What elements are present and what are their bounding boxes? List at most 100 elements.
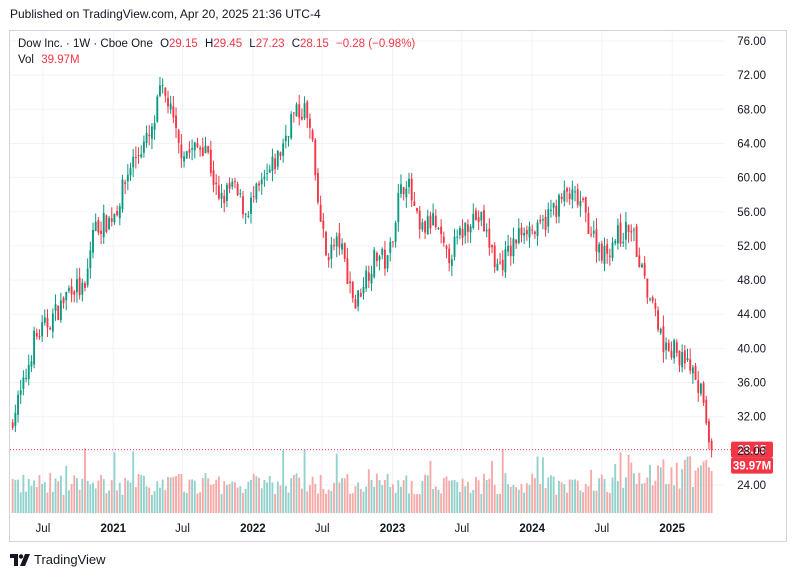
candle-body: [691, 367, 694, 374]
candle-body: [333, 245, 335, 247]
volume-bar: [212, 484, 215, 513]
candle-body: [440, 226, 443, 235]
candle-body: [43, 317, 46, 323]
candle-body: [702, 383, 705, 403]
volume-bar: [416, 494, 418, 513]
candle-body: [263, 176, 266, 180]
volume-bar: [533, 478, 536, 513]
candle-body: [397, 192, 400, 223]
candle-body: [209, 149, 212, 173]
volume-bar: [145, 486, 148, 513]
x-tick-label: 2023: [380, 523, 406, 535]
candle-body: [507, 245, 510, 252]
candle-body: [697, 380, 700, 393]
footer-brand[interactable]: TradingView: [10, 552, 106, 567]
candle-body: [169, 103, 172, 110]
candle-body: [54, 304, 57, 311]
candle-body: [67, 288, 70, 291]
candle-body: [373, 249, 376, 277]
candle-body: [413, 201, 416, 206]
candle-body: [81, 282, 84, 295]
volume-bar: [287, 492, 290, 513]
volume-bar: [300, 488, 303, 513]
candle-body: [100, 230, 102, 235]
volume-bar: [574, 479, 576, 513]
candle-body: [142, 141, 145, 153]
candle-body: [675, 342, 678, 353]
candle-body: [258, 183, 260, 186]
volume-bar: [41, 483, 44, 513]
candle-body: [76, 279, 78, 293]
volume-bar: [667, 483, 670, 513]
candle-body: [124, 182, 127, 184]
volume-bar: [167, 477, 169, 513]
candle-body: [386, 255, 389, 269]
candle-body: [102, 212, 105, 238]
volume-bar: [448, 480, 451, 513]
candle-body: [616, 225, 619, 244]
volume-bar: [335, 453, 338, 513]
candle-body: [541, 219, 544, 221]
candle-body: [140, 154, 143, 158]
candle-body: [300, 116, 303, 120]
volume-bar: [611, 477, 614, 513]
volume-bar: [480, 493, 483, 513]
volume-bar: [247, 481, 250, 513]
candle-body: [611, 242, 614, 258]
volume-bar: [298, 477, 301, 513]
candle-body: [657, 310, 659, 330]
volume-bar: [702, 461, 705, 513]
volume-bar: [217, 476, 220, 513]
volume-bar: [252, 473, 255, 513]
candle-body: [560, 196, 563, 200]
volume-bar: [193, 480, 196, 513]
axis-layer: 24.00 28.00 32.00 36.00 40.00 44.00 48.00 52.00…: [36, 36, 766, 535]
candle-body: [357, 290, 360, 307]
candle-body: [14, 413, 17, 427]
candle-body: [670, 351, 673, 358]
volume-bar: [49, 473, 52, 513]
candle-body: [11, 422, 14, 428]
high-value: 29.45: [213, 38, 243, 50]
volume-bar: [191, 479, 194, 513]
candle-body: [694, 365, 697, 380]
volume-bar: [67, 490, 70, 513]
volume-bar: [290, 478, 293, 513]
volume-bar: [442, 477, 445, 513]
x-tick-label: Jul: [454, 523, 469, 535]
volume-bar: [662, 459, 665, 513]
candle-body: [116, 211, 119, 216]
volume-bar: [172, 476, 175, 513]
volume-bar: [292, 474, 295, 513]
volume-bar: [140, 474, 143, 513]
volume-bar: [587, 486, 590, 513]
volume-bar: [386, 473, 389, 513]
volume-bar: [282, 450, 285, 513]
candle-body: [367, 272, 370, 281]
volume-bar: [418, 494, 421, 513]
volume-bar: [188, 479, 191, 513]
volume-bar: [62, 494, 65, 513]
volume-bar: [22, 474, 25, 513]
candle-body: [549, 209, 552, 211]
candle-body: [665, 342, 668, 350]
volume-bar: [317, 493, 319, 513]
volume-bar: [707, 467, 710, 513]
volume-bar: [383, 480, 386, 513]
candle-body: [432, 213, 435, 226]
candle-body: [469, 226, 472, 233]
candle-body: [132, 156, 135, 168]
volume-bar: [691, 486, 694, 513]
volume-bar: [185, 492, 188, 513]
volume-bar: [528, 485, 531, 513]
candle-body: [225, 184, 228, 202]
volume-bar: [571, 479, 574, 513]
candle-body: [97, 220, 100, 233]
candle-body: [453, 236, 456, 257]
candle-layer: [11, 76, 713, 458]
candle-body: [699, 383, 702, 394]
volume-bar: [30, 485, 33, 513]
volume-bar: [81, 478, 84, 513]
candle-body: [49, 327, 52, 330]
